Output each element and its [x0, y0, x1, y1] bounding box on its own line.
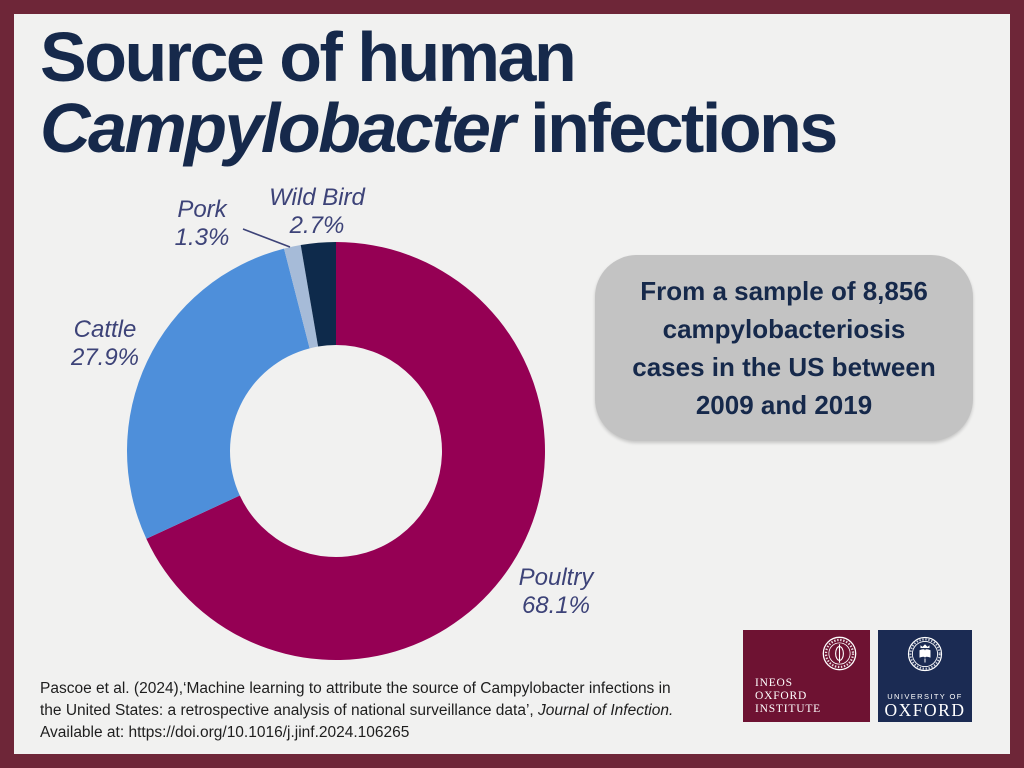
citation-line2: the United States: a retrospective analy… — [40, 702, 538, 719]
ineos-oxford-institute-logo: INEOS OXFORD INSTITUTE — [743, 630, 870, 722]
slice-poultry — [146, 242, 545, 660]
ineos-logo-line: OXFORD — [755, 690, 808, 702]
logos: INEOS OXFORD INSTITUTE UNIVERSITY OF OXF… — [743, 630, 972, 722]
slice-label-wild-bird-pct: 2.7% — [289, 212, 345, 239]
slice-label-pork-name: Pork — [177, 196, 227, 223]
slice-label-poultry-pct: 68.1% — [521, 592, 591, 619]
sample-info-line: campylobacteriosis — [662, 314, 906, 344]
page-title: Source of human Campylobacter infections — [40, 22, 838, 167]
oxford-logo-university-of: UNIVERSITY OF — [887, 692, 963, 701]
slice-cattle — [126, 248, 310, 539]
title-line2-rest: infections — [513, 89, 838, 167]
citation-line3: Available at: https://doi.org/10.1016/j.… — [40, 724, 410, 741]
slice-label-cattle: Cattle 27.9% — [71, 316, 139, 372]
citation-journal-name: Journal of Infection. — [538, 702, 674, 719]
title-italic-word: Campylobacter — [40, 89, 516, 167]
sample-info-line: cases in the US between — [632, 352, 936, 382]
slice-label-pork: Pork 1.3% — [175, 196, 230, 252]
slice-pork — [284, 245, 319, 349]
slice-label-cattle-pct: 27.9% — [70, 344, 140, 371]
sample-info-line: From a sample of 8,856 — [640, 276, 928, 306]
oxford-crest-icon — [907, 636, 943, 672]
slice-label-poultry: Poultry 68.1% — [519, 564, 594, 620]
citation: Pascoe et al. (2024),‘Machine learning t… — [40, 678, 673, 744]
slice-label-cattle-name: Cattle — [73, 316, 137, 343]
university-of-oxford-logo: UNIVERSITY OF OXFORD — [878, 630, 972, 722]
slice-label-wild-bird: Wild Bird 2.7% — [269, 184, 365, 240]
slice-label-poultry-name: Poultry — [518, 564, 594, 591]
oxford-logo-oxford: OXFORD — [884, 700, 966, 720]
ineos-logo-line: INSTITUTE — [755, 703, 821, 715]
pork-leader-line — [242, 228, 291, 248]
slice-label-pork-pct: 1.3% — [174, 224, 230, 251]
title-line1: Source of human — [40, 18, 577, 96]
ineos-seal-icon — [822, 636, 857, 671]
donut-slices — [126, 242, 545, 660]
ineos-logo-line: INEOS — [755, 677, 793, 689]
slice-label-wild-bird-name: Wild Bird — [269, 184, 365, 211]
title-line2: Campylobacter infections — [40, 89, 838, 167]
ineos-logo-text: INEOS OXFORD INSTITUTE — [755, 677, 821, 716]
sample-info-box: From a sample of 8,856 campylobacteriosi… — [595, 255, 973, 441]
slice-wild-bird — [300, 242, 336, 347]
citation-line1: Pascoe et al. (2024),‘Machine learning t… — [40, 680, 671, 697]
sample-info-line: 2009 and 2019 — [695, 390, 873, 420]
